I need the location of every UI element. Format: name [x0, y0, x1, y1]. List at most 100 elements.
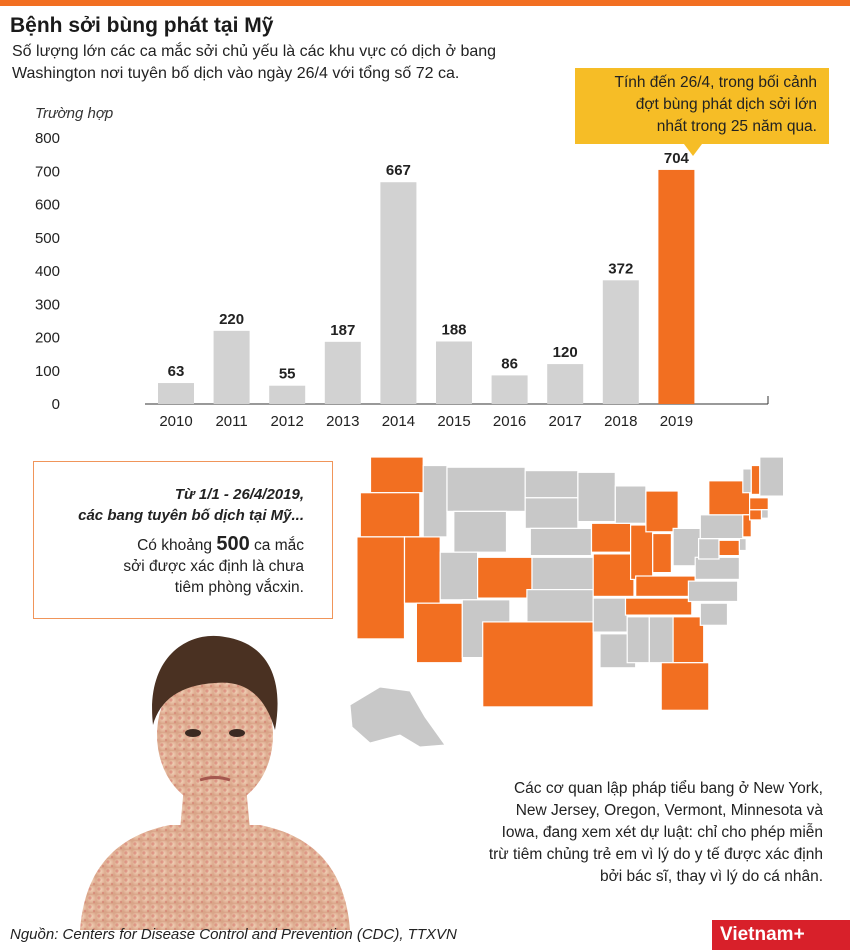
state-south-dakota	[524, 497, 579, 529]
x-tick-label: 2017	[549, 413, 582, 430]
y-axis-title: Trường hợp	[35, 105, 113, 122]
subtitle-line-1: Số lượng lớn các ca mắc sởi chủ yếu là c…	[12, 43, 497, 60]
note-line-1: Các cơ quan lập pháp tiểu bang ở New Yor…	[513, 780, 823, 797]
state-utah	[439, 551, 479, 601]
info-body-suffix: ca mắc	[249, 537, 304, 554]
y-tick-label: 600	[35, 197, 60, 214]
note-line-2: New Jersey, Oregon, Vermont, Minnesota v…	[515, 802, 823, 819]
callout-box: Tính đến 26/4, trong bối cảnh đợt bùng p…	[575, 68, 829, 144]
data-label-2018: 372	[608, 260, 633, 277]
bar-chart: Trường hợp 0 100 200 300 400 500 600 700 800 63 2…	[35, 105, 769, 430]
data-label-2013: 187	[330, 322, 355, 339]
state-washington	[369, 456, 424, 494]
state-michigan	[645, 490, 679, 533]
bar-2015	[436, 341, 472, 404]
state-arizona	[415, 602, 463, 664]
data-label-2014: 667	[386, 162, 411, 179]
state-iowa	[590, 522, 632, 553]
bars: 63 220 55 187 667 188 86 120 372 704	[158, 150, 695, 404]
x-tick-label: 2014	[382, 413, 415, 430]
state-montana	[446, 466, 526, 513]
y-tick-label: 300	[35, 296, 60, 313]
info-body: Có khoảng 500 ca mắc sởi được xác định l…	[84, 534, 304, 598]
state-rhode-island	[760, 509, 769, 519]
source-credit: Nguồn: Centers for Disease Control and P…	[10, 926, 457, 943]
info-heading-line-1: Từ 1/1 - 26/4/2019,	[174, 486, 304, 503]
callout-line-1: Tính đến 26/4, trong bối cảnh	[614, 74, 817, 91]
y-tick-label: 800	[35, 130, 60, 147]
vietnamplus-logo: Vietnam+	[712, 920, 850, 950]
state-wyoming	[453, 510, 508, 553]
us-map-states	[356, 456, 785, 711]
state-delaware	[738, 537, 747, 552]
state-oklahoma	[526, 589, 594, 623]
data-label-2015: 188	[441, 321, 466, 338]
legislation-note: Các cơ quan lập pháp tiểu bang ở New Yor…	[455, 778, 823, 888]
state-north-dakota	[524, 470, 579, 499]
state-florida	[660, 662, 710, 711]
state-georgia	[672, 616, 705, 664]
info-body-line-3: tiêm phòng vắcxin.	[174, 579, 304, 596]
state-nebraska	[529, 527, 593, 557]
child-body	[80, 825, 350, 930]
y-tick-label: 500	[35, 230, 60, 247]
bar-2013	[324, 341, 361, 404]
alaska-shape	[349, 686, 446, 748]
bar-2018	[602, 280, 639, 404]
info-body-line-2: sởi được xác định là chưa	[123, 558, 304, 575]
x-tick-label: 2016	[493, 413, 526, 430]
state-colorado	[477, 556, 533, 599]
state-idaho	[422, 464, 448, 538]
state-arkansas	[592, 597, 628, 633]
note-line-3: Iowa, đang xem xét dự luật: chỉ cho phép…	[501, 824, 823, 841]
x-tick-label: 2019	[660, 413, 693, 430]
child-mouth	[199, 776, 231, 782]
state-missouri	[592, 553, 635, 598]
bar-2016	[491, 375, 528, 404]
state-tennessee	[624, 597, 693, 616]
note-line-4: trừ tiêm chủng trẻ em vì lý do y tế được…	[488, 846, 823, 863]
subtitle-line-2: Washington nơi tuyên bố dịch vào ngày 26…	[12, 65, 460, 82]
state-new-jersey	[742, 514, 752, 538]
y-tick-label: 200	[35, 330, 60, 347]
state-minnesota	[577, 471, 616, 523]
state-oregon	[359, 492, 421, 538]
state-maryland	[718, 539, 740, 557]
state-kentucky	[635, 575, 696, 597]
y-tick-label: 400	[35, 263, 60, 280]
state-connecticut	[749, 509, 763, 521]
child-hair	[152, 635, 278, 730]
state-virginia	[694, 556, 741, 581]
state-illinois	[630, 524, 654, 581]
data-label-2017: 120	[553, 344, 578, 361]
info-heading: Từ 1/1 - 26/4/2019, các bang tuyên bố dị…	[44, 484, 304, 526]
x-tick-label: 2015	[437, 413, 470, 430]
state-south-carolina	[699, 602, 729, 626]
note-line-5: bởi bác sĩ, thay vì lý do cá nhân.	[600, 868, 823, 885]
state-west-virginia	[698, 537, 720, 560]
y-tick-label: 700	[35, 163, 60, 180]
x-tick-label: 2013	[326, 413, 359, 430]
data-label-2016: 86	[501, 355, 518, 372]
state-mississippi	[626, 616, 650, 664]
bar-2019	[658, 169, 695, 404]
info-heading-line-2: các bang tuyên bố dịch tại Mỹ...	[78, 507, 304, 524]
info-body-prefix: Có khoảng	[137, 537, 217, 554]
bar-2017	[547, 364, 584, 404]
state-pennsylvania	[699, 514, 744, 540]
info-body-line-1: Có khoảng 500 ca mắc	[84, 534, 304, 556]
y-axis: 0 100 200 300 400 500 600 700 800	[35, 130, 60, 413]
state-wisconsin	[614, 485, 647, 524]
bar-2012	[269, 385, 306, 404]
x-axis: 2010 2011 2012 2013 2014 2015 2016 2017 2018 2019	[159, 413, 693, 430]
state-massachusetts	[749, 497, 769, 511]
child-left-eye	[185, 729, 201, 737]
data-label-2011: 220	[219, 311, 244, 328]
y-tick-label: 100	[35, 363, 60, 380]
x-tick-label: 2018	[604, 413, 637, 430]
child-face	[157, 663, 273, 807]
state-new-hampshire	[750, 464, 761, 495]
child-photo	[80, 635, 350, 930]
callout-line-2: đợt bùng phát dịch sởi lớn	[635, 96, 817, 113]
top-accent-bar	[0, 0, 850, 6]
